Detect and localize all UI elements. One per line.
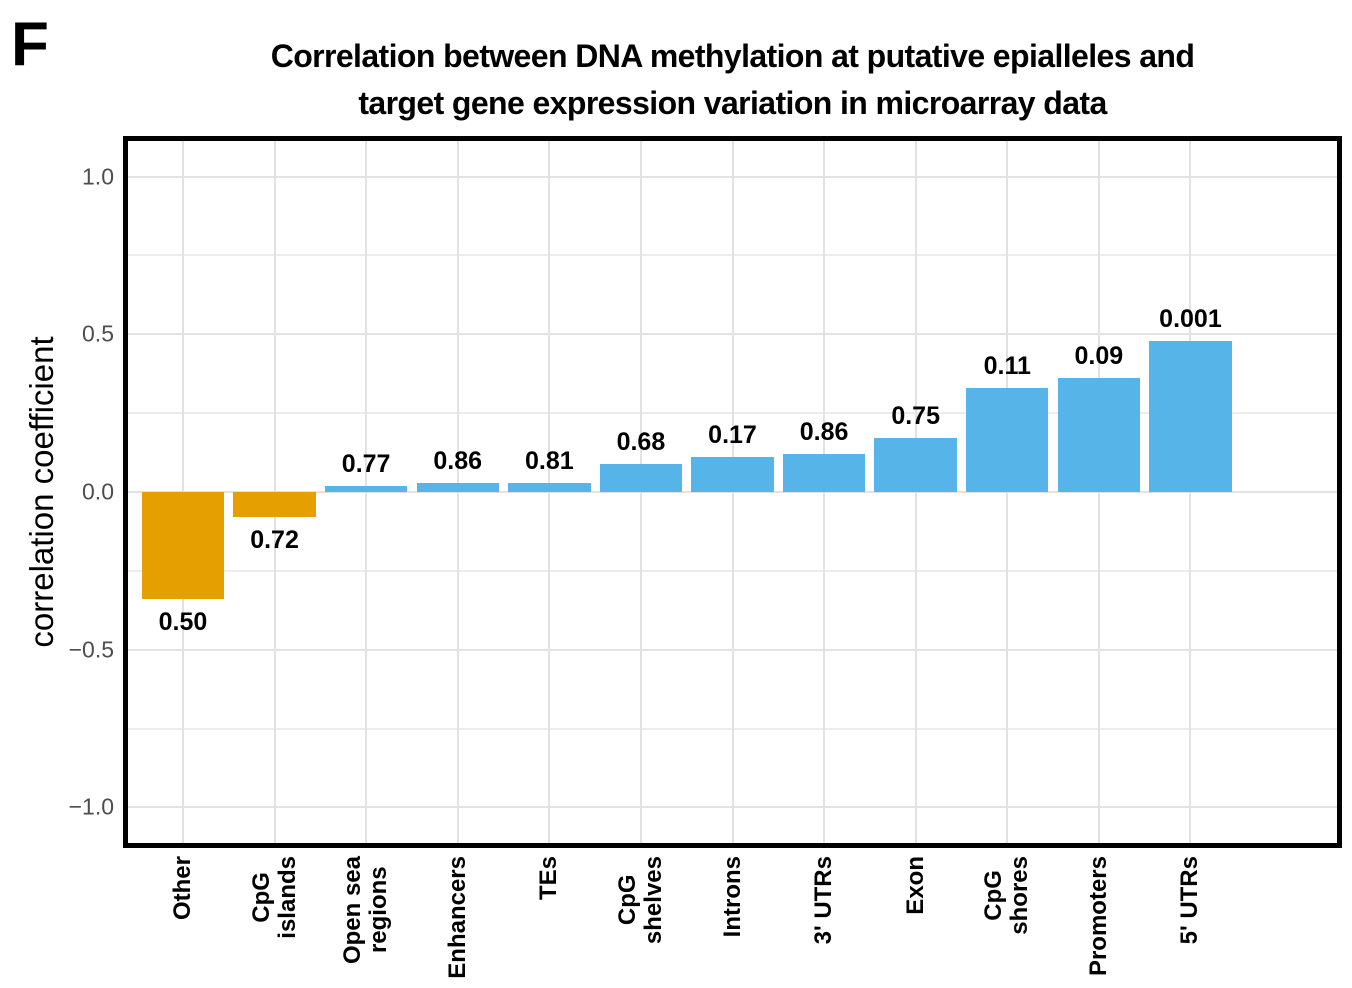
gridline-vertical <box>548 141 551 843</box>
bar-cpg-islands <box>233 492 316 518</box>
bar-tes <box>508 482 591 492</box>
bar-value-label: 0.11 <box>983 351 1031 380</box>
bar-value-label: 0.09 <box>1074 342 1124 371</box>
bar-value-label: 0.50 <box>158 608 208 637</box>
bar-enhancers <box>416 482 499 492</box>
x-tick-label: Other <box>168 856 196 921</box>
bar-value-label: 0.75 <box>891 402 941 431</box>
y-tick-label: −1.0 <box>68 793 114 820</box>
x-tick-label: Introns <box>718 856 746 938</box>
y-tick-label: 1.0 <box>82 163 114 190</box>
bar-value-label: 0.86 <box>433 446 483 475</box>
x-tick-label: 3' UTRs <box>810 856 838 945</box>
bar-3-utrs <box>782 454 866 492</box>
x-tick-label: CpG shelves <box>613 856 667 945</box>
panel-letter: F <box>11 10 49 79</box>
gridline-vertical <box>1097 141 1100 843</box>
plot-panel: 0.50 0.72 0.77 0.86 0.81 0.68 0.17 0.86 0.75 0.11… <box>123 136 1342 848</box>
bar-exon <box>874 438 957 492</box>
bar-value-label: 0.86 <box>799 418 849 447</box>
gridline-vertical <box>823 141 826 843</box>
x-tick-label: TEs <box>535 856 563 901</box>
x-tick-label: Enhancers <box>443 856 471 979</box>
bar-introns <box>691 457 774 492</box>
bar-cpg-shores <box>966 387 1049 492</box>
x-tick-label: Open sea regions <box>339 856 393 965</box>
bar-value-label: 0.81 <box>524 446 574 475</box>
x-tick-label: CpG islands <box>247 856 301 939</box>
gridline-vertical <box>365 141 368 843</box>
x-tick-label: 5' UTRs <box>1176 856 1204 945</box>
bar-other <box>141 492 225 600</box>
bar-5-utrs <box>1149 340 1232 492</box>
gridline-vertical <box>1189 141 1192 843</box>
gridline-vertical <box>914 141 917 843</box>
x-tick-label: Exon <box>901 856 929 915</box>
chart-title-line-1: Correlation between DNA methylation at p… <box>270 38 1195 74</box>
bar-cpg-shelves <box>599 463 683 492</box>
y-tick-label: 0.5 <box>82 320 114 347</box>
bar-value-label: 0.17 <box>708 421 757 450</box>
bar-value-label: 0.72 <box>250 526 299 555</box>
gridline-vertical <box>731 141 734 843</box>
y-tick-label: 0.0 <box>82 478 114 505</box>
gridline-vertical <box>639 141 642 843</box>
gridline-vertical <box>1006 141 1009 843</box>
x-tick-label: Promoters <box>1084 856 1112 977</box>
bar-value-label: 0.77 <box>341 449 391 478</box>
bar-open-sea-regions <box>324 485 408 492</box>
bar-value-label: 0.001 <box>1159 304 1222 333</box>
bar-promoters <box>1057 378 1141 492</box>
y-tick-label: −0.5 <box>68 636 114 663</box>
bar-value-label: 0.68 <box>616 427 666 456</box>
chart-title: Correlation between DNA methylation at p… <box>123 33 1342 127</box>
x-tick-label: CpG shores <box>980 856 1034 935</box>
chart-title-line-2: target gene expression variation in micr… <box>358 85 1107 121</box>
gridline-vertical <box>456 141 459 843</box>
